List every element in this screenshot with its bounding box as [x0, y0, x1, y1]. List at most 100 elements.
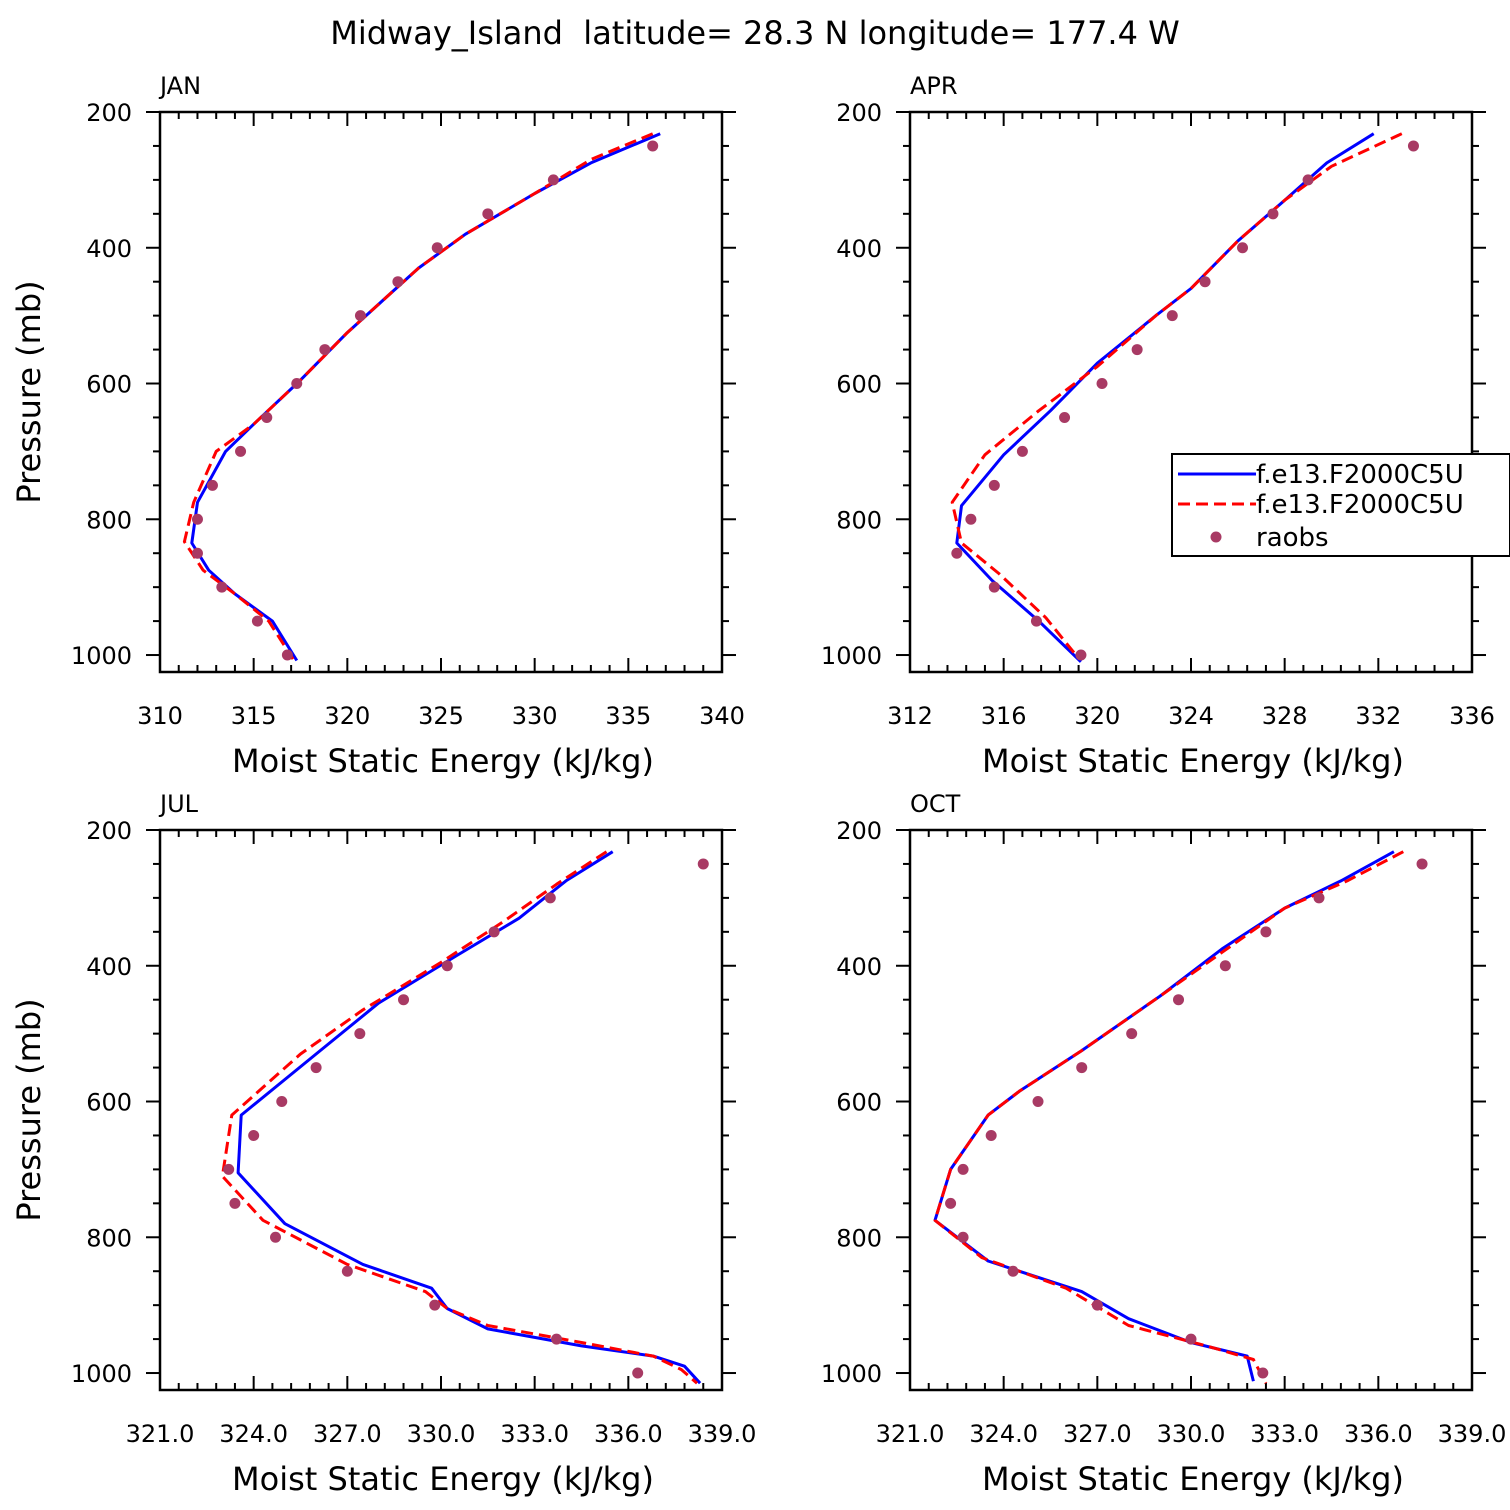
raobs-point [216, 581, 228, 593]
x-tick-label: 336.0 [1344, 1420, 1413, 1448]
raobs-point [1302, 174, 1314, 186]
raobs-point [319, 344, 331, 356]
panel-title: JUL [158, 790, 199, 818]
raobs-point [1267, 208, 1279, 220]
legend-swatch-dot [1210, 531, 1222, 543]
x-tick-label: 316 [981, 702, 1027, 730]
raobs-point [441, 960, 453, 972]
raobs-point [1030, 615, 1042, 627]
x-tick-label: 324.0 [969, 1420, 1038, 1448]
x-tick-label: 330 [512, 702, 558, 730]
chart-panel-jan: 310 315 320 325 330 335 340 200 400 600 800 1000 JAN… [10, 72, 745, 780]
raobs-point [1185, 1333, 1197, 1345]
panel-title: OCT [910, 790, 961, 818]
y-tick-label: 200 [86, 99, 132, 127]
raobs-point [1076, 1062, 1088, 1074]
raobs-point [1219, 960, 1231, 972]
raobs-point [261, 411, 273, 423]
raobs-point [1407, 140, 1419, 152]
raobs-point [488, 926, 500, 938]
series-line-dashed [950, 132, 1403, 660]
y-tick-label: 400 [836, 953, 882, 981]
raobs-point [206, 479, 218, 491]
y-tick-label: 400 [86, 235, 132, 263]
raobs-point [398, 994, 410, 1006]
x-tick-label: 321.0 [876, 1420, 945, 1448]
y-tick-label: 800 [86, 506, 132, 534]
x-tick-label: 325 [418, 702, 464, 730]
x-tick-label: 339.0 [1438, 1420, 1507, 1448]
x-tick-label: 310 [137, 702, 183, 730]
raobs-point [985, 1129, 997, 1141]
raobs-point [482, 208, 494, 220]
raobs-point [431, 242, 443, 254]
raobs-point [1007, 1265, 1019, 1277]
series-line-dashed [220, 850, 698, 1385]
raobs-point [1416, 858, 1428, 870]
y-tick-label: 200 [836, 817, 882, 845]
raobs-point [1059, 411, 1071, 423]
raobs-point [1313, 892, 1325, 904]
raobs-point [270, 1231, 282, 1243]
y-tick-label: 1000 [821, 1360, 882, 1388]
y-tick-label: 400 [86, 953, 132, 981]
raobs-point [1126, 1028, 1138, 1040]
raobs-point [957, 1163, 969, 1175]
raobs-point [235, 445, 247, 457]
raobs-point [1032, 1096, 1044, 1108]
y-tick-label: 400 [836, 235, 882, 263]
x-tick-label: 330.0 [1157, 1420, 1226, 1448]
y-tick-label: 1000 [71, 642, 132, 670]
raobs-point [544, 892, 556, 904]
chart-panel-apr: 312 316 320 324 328 332 336 200 400 600 800 1000 APR… [821, 72, 1495, 780]
raobs-point [1016, 445, 1028, 457]
y-tick-label: 600 [86, 371, 132, 399]
series-raobs [945, 858, 1428, 1379]
legend-label: f.e13.F2000C5U [1256, 460, 1464, 490]
series-raobs [223, 858, 709, 1379]
x-tick-label: 324.0 [219, 1420, 288, 1448]
series-raobs [191, 140, 659, 661]
x-tick-label: 339.0 [688, 1420, 757, 1448]
raobs-point [341, 1265, 353, 1277]
x-tick-label: 312 [887, 702, 933, 730]
raobs-point [291, 378, 303, 390]
x-tick-label: 333.0 [1250, 1420, 1319, 1448]
y-tick-label: 1000 [821, 642, 882, 670]
x-tick-label: 333.0 [500, 1420, 569, 1448]
raobs-point [354, 310, 366, 322]
x-tick-label: 336.0 [594, 1420, 663, 1448]
series-raobs [951, 140, 1419, 661]
raobs-point [1257, 1367, 1269, 1379]
raobs-point [551, 1333, 563, 1345]
raobs-point [229, 1197, 241, 1209]
raobs-point [965, 513, 977, 525]
legend-label: f.e13.F2000C5U [1256, 490, 1464, 520]
x-tick-label: 328 [1262, 702, 1308, 730]
x-tick-label: 340 [699, 702, 745, 730]
series-line-solid [236, 850, 702, 1385]
chart-panel-jul: 321.0 324.0 327.0 330.0 333.0 336.0 339.0 200 40… [10, 790, 756, 1498]
raobs-point [251, 615, 263, 627]
raobs-point [1260, 926, 1272, 938]
raobs-point [988, 479, 1000, 491]
x-axis-label: Moist Static Energy (kJ/kg) [232, 1460, 654, 1498]
x-tick-label: 320 [1074, 702, 1120, 730]
raobs-point [1131, 344, 1143, 356]
x-tick-label: 324 [1168, 702, 1214, 730]
y-axis-label: Pressure (mb) [10, 998, 48, 1221]
x-axis-label: Moist Static Energy (kJ/kg) [982, 742, 1404, 780]
raobs-point [191, 513, 203, 525]
y-tick-label: 800 [836, 506, 882, 534]
raobs-point [1166, 310, 1178, 322]
legend-label: raobs [1256, 523, 1329, 553]
figure-title: Midway_Island latitude= 28.3 N longitude… [330, 14, 1180, 52]
raobs-point [1096, 378, 1108, 390]
x-axis-label: Moist Static Energy (kJ/kg) [982, 1460, 1404, 1498]
raobs-point [392, 276, 404, 288]
raobs-point [276, 1096, 288, 1108]
raobs-point [697, 858, 709, 870]
raobs-point [1173, 994, 1185, 1006]
